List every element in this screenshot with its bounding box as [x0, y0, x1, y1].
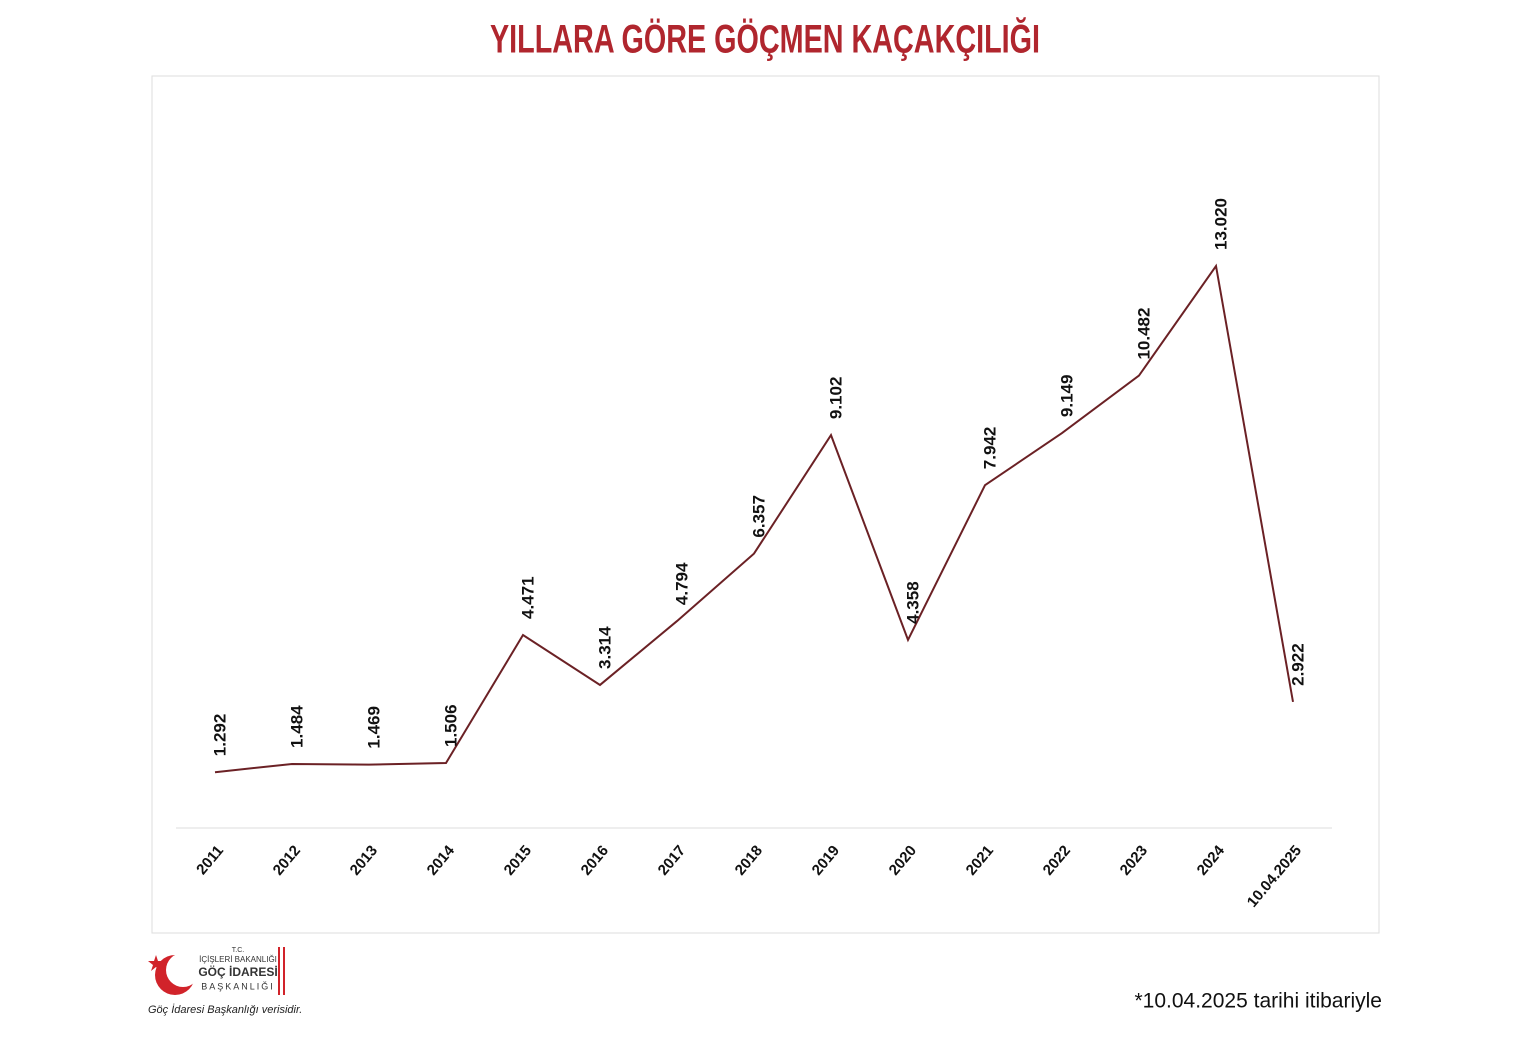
logo-text: İÇİŞLERİ BAKANLIĞI — [199, 955, 277, 964]
x-tick-label: 2024 — [1194, 842, 1229, 879]
x-tick-label: 2022 — [1040, 842, 1074, 878]
x-tick-label: 10.04.2025 — [1244, 842, 1305, 910]
plot-frame — [151, 75, 1380, 934]
value-label: 4.471 — [518, 576, 537, 619]
value-label: 2.922 — [1288, 643, 1307, 686]
x-tick-label: 2016 — [578, 842, 612, 878]
logo-bar — [278, 947, 280, 995]
logo-crescent-cut — [166, 953, 200, 987]
value-label: 3.314 — [595, 626, 614, 669]
x-tick-label: 2020 — [886, 842, 920, 878]
value-label: 10.482 — [1134, 308, 1153, 360]
value-label: 4.358 — [903, 581, 922, 624]
x-tick-label: 2013 — [347, 842, 381, 878]
logo-star — [148, 955, 164, 971]
value-label: 1.469 — [364, 706, 383, 749]
value-label: 9.149 — [1057, 375, 1076, 418]
value-label: 1.292 — [210, 714, 229, 757]
value-label: 7.942 — [980, 427, 999, 470]
x-tick-label: 2017 — [655, 842, 689, 878]
data-line — [214, 263, 1294, 774]
value-label: 13.020 — [1211, 198, 1230, 250]
logo-text: BAŞKANLIĞI — [201, 981, 275, 991]
logo-text: GÖÇ İDARESİ — [198, 964, 277, 979]
x-tick-label: 2014 — [424, 842, 459, 879]
logo-bar — [283, 947, 285, 995]
x-tick-label: 2018 — [732, 842, 766, 878]
x-tick-label: 2019 — [809, 842, 843, 878]
value-label: 9.102 — [826, 377, 845, 420]
source-note: Göç İdaresi Başkanlığı verisidir. — [148, 1004, 302, 1016]
x-tick-label: 2021 — [963, 842, 997, 878]
x-tick-label: 2012 — [270, 842, 304, 878]
logo: T.C. İÇİŞLERİ BAKANLIĞI GÖÇ İDARESİ BAŞK… — [148, 947, 302, 1016]
value-label: 1.484 — [287, 705, 306, 748]
chart-title: YILLARA GÖRE GÖÇMEN KAÇAKÇILIĞI — [490, 16, 1040, 62]
footnote: *10.04.2025 tarihi itibariyle — [1135, 990, 1383, 1013]
value-label: 1.506 — [441, 704, 460, 747]
logo-text: T.C. — [232, 947, 245, 954]
value-label: 6.357 — [749, 495, 768, 538]
x-tick-label: 2011 — [193, 842, 227, 878]
value-label: 4.794 — [672, 562, 691, 605]
x-tick-label: 2015 — [501, 842, 535, 878]
x-tick-label: 2023 — [1117, 842, 1151, 878]
